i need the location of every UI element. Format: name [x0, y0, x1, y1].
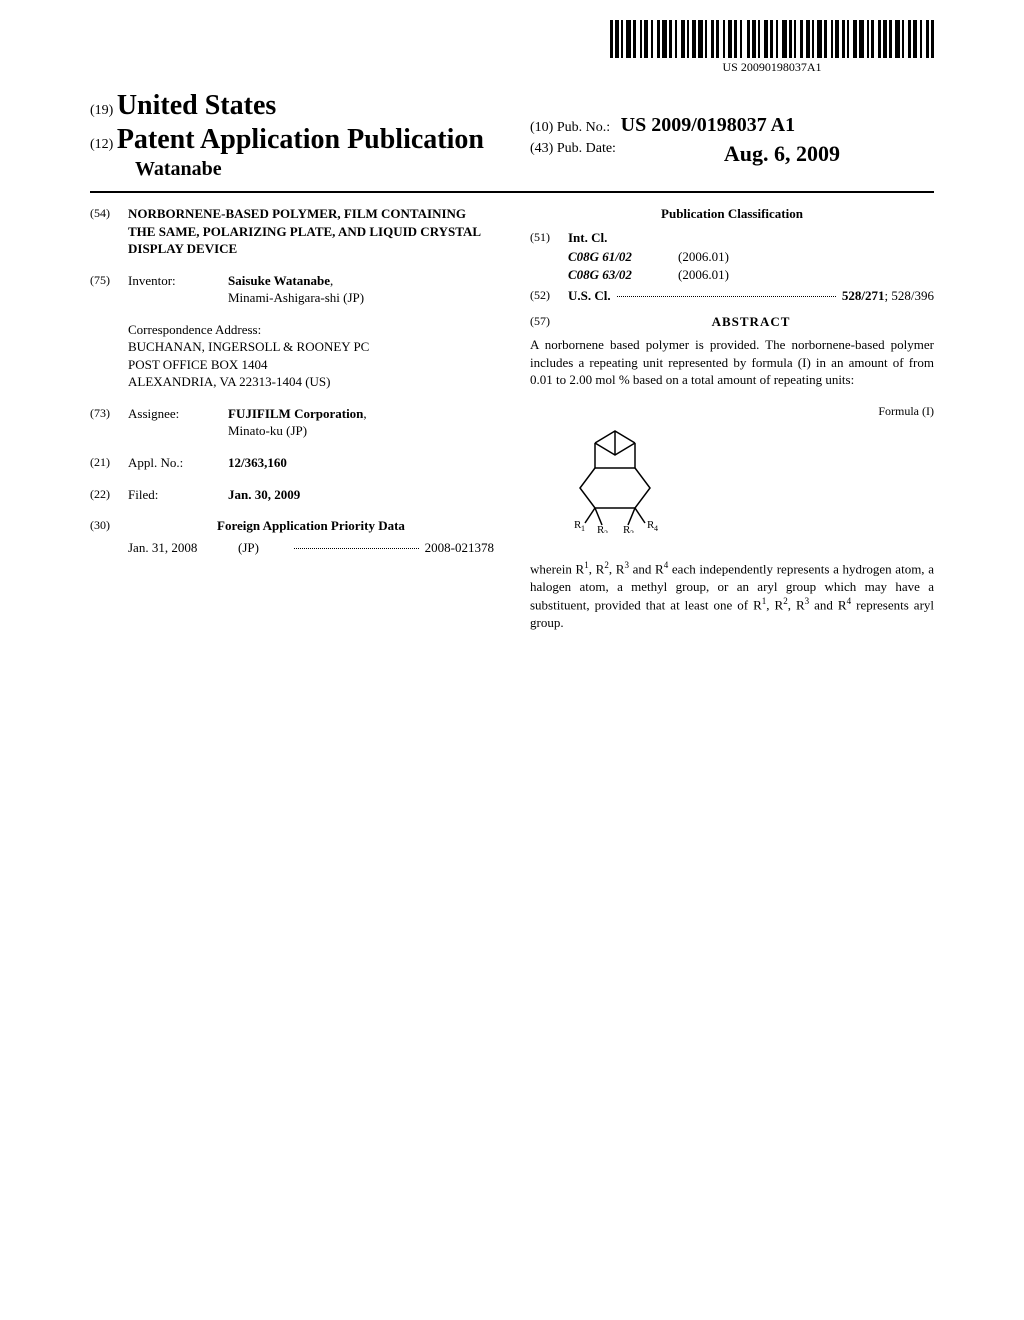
uscl-label: U.S. Cl. — [568, 287, 611, 305]
filed-num: (22) — [90, 486, 128, 504]
title-num: (54) — [90, 205, 128, 258]
assignee-num: (73) — [90, 405, 128, 440]
filed: Jan. 30, 2009 — [228, 486, 494, 504]
barcode — [610, 20, 934, 58]
intcl-num: (51) — [530, 229, 568, 247]
pubno-label: Pub. No.: — [557, 120, 610, 135]
classif-title: Publication Classification — [530, 205, 934, 223]
right-column: Publication Classification (51) Int. Cl.… — [530, 205, 934, 632]
correspondence: Correspondence Address: BUCHANAN, INGERS… — [128, 321, 494, 391]
left-column: (54) NORBORNENE-BASED POLYMER, FILM CONT… — [90, 205, 494, 632]
assignee-label: Assignee: — [128, 405, 228, 440]
svg-text:1: 1 — [581, 524, 585, 533]
foreign-num: (30) — [90, 517, 128, 535]
inventor-name: Saisuke Watanabe — [228, 273, 330, 288]
uscl-bold: 528/271 — [842, 288, 885, 303]
applno: 12/363,160 — [228, 454, 494, 472]
pubno: US 2009/0198037 A1 — [621, 114, 795, 136]
right-header: (10) Pub. No.: US 2009/0198037 A1 (43) P… — [530, 114, 830, 167]
country-num: (19) — [90, 103, 113, 118]
formula-label: Formula (I) — [878, 403, 934, 419]
abstract-num: (57) — [530, 313, 568, 331]
assignee-name: FUJIFILM Corporation — [228, 406, 363, 421]
svg-text:3: 3 — [630, 529, 634, 533]
pubdate-label: Pub. Date: — [557, 141, 616, 156]
corr-line-2: ALEXANDRIA, VA 22313-1404 (US) — [128, 373, 494, 391]
pub-type: Patent Application Publication — [117, 124, 484, 155]
inventor-label: Inventor: — [128, 272, 228, 307]
dotted-leader — [617, 287, 836, 297]
pubno-num: (10) — [530, 120, 553, 135]
country: United States — [117, 90, 276, 121]
intcl-ver-1: (2006.01) — [678, 266, 729, 284]
title: NORBORNENE-BASED POLYMER, FILM CONTAININ… — [128, 205, 494, 258]
pub-type-num: (12) — [90, 137, 113, 152]
abstract-p1: A norbornene based polymer is provided. … — [530, 336, 934, 389]
priority-date: Jan. 31, 2008 — [128, 539, 238, 557]
uscl-num: (52) — [530, 287, 568, 305]
intcl-label: Int. Cl. — [568, 229, 628, 247]
formula-structure: R1 R2 R3 R4 — [550, 413, 680, 533]
corr-line-0: BUCHANAN, INGERSOLL & ROONEY PC — [128, 338, 494, 356]
inventor-num: (75) — [90, 272, 128, 307]
corr-label: Correspondence Address: — [128, 321, 494, 339]
pubdate: Aug. 6, 2009 — [724, 141, 840, 167]
intcl-code-0: C08G 61/02 — [568, 248, 678, 266]
wherein-text: wherein R1, R2, R3 and R4 each independe… — [530, 559, 934, 632]
pubdate-num: (43) — [530, 141, 553, 156]
intcl-ver-0: (2006.01) — [678, 248, 729, 266]
divider — [90, 191, 934, 193]
intcl-code-1: C08G 63/02 — [568, 266, 678, 284]
assignee-loc: Minato-ku (JP) — [228, 423, 307, 438]
priority-no: 2008-021378 — [425, 539, 494, 557]
dotted-leader — [294, 539, 419, 549]
priority-row: Jan. 31, 2008 (JP) 2008-021378 — [128, 539, 494, 557]
applno-label: Appl. No.: — [128, 454, 228, 472]
barcode-text: US 20090198037A1 — [610, 60, 934, 75]
columns: (54) NORBORNENE-BASED POLYMER, FILM CONT… — [90, 205, 934, 632]
svg-text:4: 4 — [654, 524, 658, 533]
foreign-label: Foreign Application Priority Data — [128, 517, 494, 535]
priority-country: (JP) — [238, 539, 288, 557]
abstract-label: ABSTRACT — [568, 313, 934, 331]
formula-region: Formula (I) R1 R2 R3 R4 — [530, 403, 934, 543]
uscl-rest: ; 528/396 — [885, 288, 934, 303]
svg-text:2: 2 — [604, 529, 608, 533]
inventor-loc: Minami-Ashigara-shi (JP) — [228, 290, 364, 305]
barcode-region: US 20090198037A1 — [610, 20, 934, 75]
filed-label: Filed: — [128, 486, 228, 504]
corr-line-1: POST OFFICE BOX 1404 — [128, 356, 494, 374]
applno-num: (21) — [90, 454, 128, 472]
